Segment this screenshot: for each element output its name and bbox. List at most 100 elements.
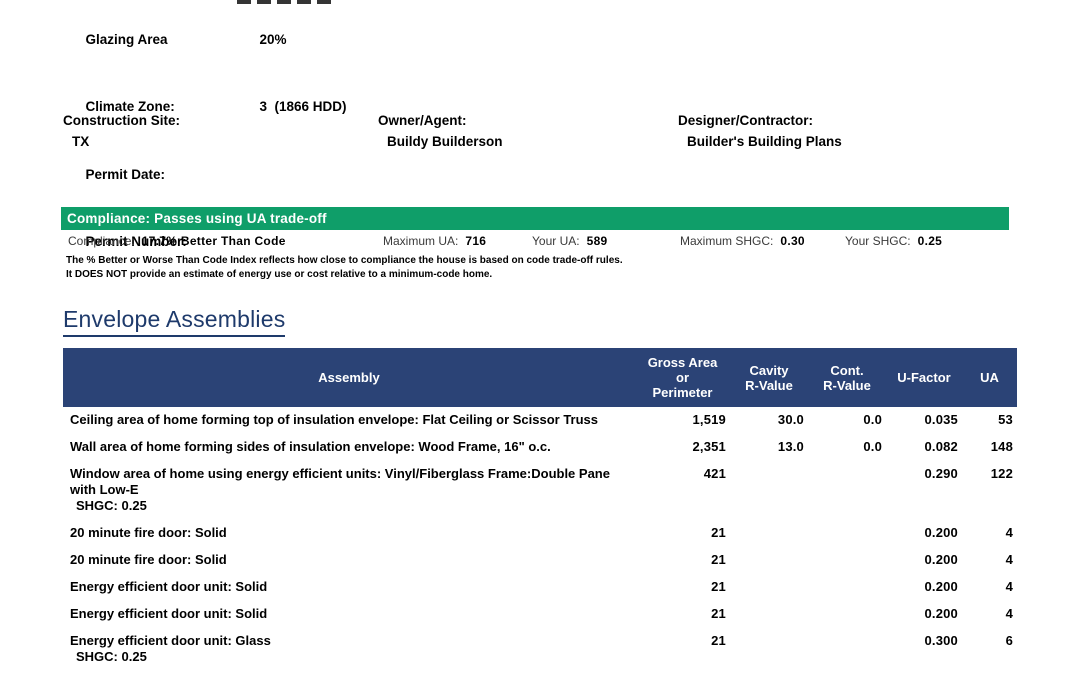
metric-compliance: Compliance: 17.7% Better Than Code bbox=[68, 234, 286, 248]
u-factor-cell: 0.300 bbox=[924, 633, 958, 648]
assembly-text: Energy efficient door unit: Glass bbox=[70, 633, 271, 648]
field-value: 20% bbox=[259, 31, 287, 47]
gross-area-cell: 21 bbox=[711, 633, 726, 648]
assembly-text: Window area of home using energy efficie… bbox=[70, 466, 610, 497]
assembly-text: Wall area of home forming sides of insul… bbox=[70, 439, 551, 454]
gross-area-cell: 421 bbox=[703, 466, 726, 481]
metric-maximum-ua: Maximum UA: 716 bbox=[383, 234, 486, 248]
ua-cell: 4 bbox=[1005, 552, 1013, 567]
compliance-result-banner: Compliance: Passes using UA trade-off bbox=[61, 207, 1009, 230]
metric-value: 0.30 bbox=[780, 234, 805, 248]
metric-label: Your SHGC: bbox=[845, 234, 911, 248]
metric-label: Maximum SHGC: bbox=[680, 234, 774, 248]
table-row: Energy efficient door unit: Glass SHGC: … bbox=[63, 628, 1017, 671]
column-header-u-factor: U-Factor bbox=[897, 370, 951, 385]
cont-rvalue-cell: 0.0 bbox=[863, 412, 882, 427]
column-header-cavity-r: Cavity R-Value bbox=[745, 362, 793, 393]
gross-area-cell: 21 bbox=[711, 579, 726, 594]
u-factor-cell: 0.200 bbox=[924, 525, 958, 540]
party-label: Owner/Agent: bbox=[378, 113, 467, 128]
compliance-note-line2: It DOES NOT provide an estimate of energ… bbox=[66, 269, 493, 280]
ua-cell: 148 bbox=[990, 439, 1013, 454]
table-row: Energy efficient door unit: Solid 21 0.2… bbox=[63, 601, 1017, 628]
table-row: Wall area of home forming sides of insul… bbox=[63, 434, 1017, 461]
field-label: Glazing Area bbox=[85, 31, 168, 47]
compliance-note-line1: The % Better or Worse Than Code Index re… bbox=[66, 255, 623, 266]
metric-value: 589 bbox=[586, 234, 608, 248]
designer-contractor-block: Designer/Contractor: Builder's Building … bbox=[678, 113, 842, 149]
assembly-description-cell: Window area of home using energy efficie… bbox=[63, 466, 635, 514]
field-label: Permit Number: bbox=[85, 234, 187, 249]
u-factor-cell: 0.200 bbox=[924, 579, 958, 594]
field-label: Permit Date: bbox=[85, 166, 166, 182]
ua-cell: 6 bbox=[1005, 633, 1013, 648]
assemblies-table-body: Ceiling area of home forming top of insu… bbox=[63, 407, 1017, 671]
u-factor-cell: 0.082 bbox=[924, 439, 958, 454]
field-climate-zone: Climate Zone: 3 (1866 HDD) bbox=[63, 74, 347, 142]
envelope-assemblies-title: Envelope Assemblies bbox=[63, 306, 286, 337]
assembly-shgc-subtext: SHGC: 0.25 bbox=[76, 498, 147, 513]
ua-cell: 122 bbox=[990, 466, 1013, 481]
party-label: Designer/Contractor: bbox=[678, 113, 814, 128]
u-factor-cell: 0.200 bbox=[924, 606, 958, 621]
assembly-shgc-subtext: SHGC: 0.25 bbox=[76, 649, 147, 664]
metric-value: 17.7% Better Than Code bbox=[141, 234, 286, 248]
column-header-ua: UA bbox=[980, 370, 999, 385]
cavity-rvalue-cell: 13.0 bbox=[777, 439, 804, 454]
assembly-text: 20 minute fire door: Solid bbox=[70, 552, 227, 567]
table-row: 20 minute fire door: Solid 21 0.200 4 bbox=[63, 547, 1017, 574]
assembly-text: Energy efficient door unit: Solid bbox=[70, 606, 268, 621]
ua-cell: 53 bbox=[998, 412, 1013, 427]
cavity-rvalue-cell: 30.0 bbox=[777, 412, 804, 427]
table-row: Energy efficient door unit: Solid 21 0.2… bbox=[63, 574, 1017, 601]
field-permit-number: Permit Number: bbox=[63, 209, 347, 277]
assembly-description-cell: Energy efficient door unit: Glass SHGC: … bbox=[63, 633, 635, 665]
metric-label: Compliance: bbox=[68, 234, 135, 248]
assembly-description-cell: 20 minute fire door: Solid bbox=[63, 552, 635, 568]
u-factor-cell: 0.035 bbox=[924, 412, 958, 427]
assembly-description-cell: Wall area of home forming sides of insul… bbox=[63, 439, 635, 455]
metric-maximum-shgc: Maximum SHGC: 0.30 bbox=[680, 234, 805, 248]
u-factor-cell: 0.200 bbox=[924, 552, 958, 567]
assembly-text: Energy efficient door unit: Solid bbox=[70, 579, 268, 594]
table-row: Window area of home using energy efficie… bbox=[63, 461, 1017, 520]
cont-rvalue-cell: 0.0 bbox=[863, 439, 882, 454]
u-factor-cell: 0.290 bbox=[924, 466, 958, 481]
assembly-description-cell: Ceiling area of home forming top of insu… bbox=[63, 412, 635, 428]
party-value: Buildy Builderson bbox=[387, 134, 503, 149]
assembly-text: 20 minute fire door: Solid bbox=[70, 525, 227, 540]
assembly-description-cell: Energy efficient door unit: Solid bbox=[63, 579, 635, 595]
compliance-metrics-row: Compliance: 17.7% Better Than Code Maximu… bbox=[0, 234, 1080, 251]
field-label: Climate Zone: bbox=[85, 99, 175, 114]
gross-area-cell: 1,519 bbox=[692, 412, 726, 427]
ua-cell: 4 bbox=[1005, 579, 1013, 594]
field-permit-date: Permit Date: bbox=[63, 141, 347, 209]
metric-your-shgc: Your SHGC: 0.25 bbox=[845, 234, 942, 248]
assembly-description-cell: Energy efficient door unit: Solid bbox=[63, 606, 635, 622]
column-header-gross-area: Gross Area or Perimeter bbox=[647, 355, 718, 400]
gross-area-cell: 21 bbox=[711, 552, 726, 567]
party-label: Construction Site: bbox=[63, 113, 180, 128]
metric-value: 0.25 bbox=[917, 234, 943, 248]
assembly-description-cell: 20 minute fire door: Solid bbox=[63, 525, 635, 541]
metric-value: 716 bbox=[465, 234, 487, 248]
field-glazing-area: Glazing Area 20% bbox=[63, 6, 347, 74]
metric-your-ua: Your UA: 589 bbox=[532, 234, 608, 248]
metric-label: Maximum UA: bbox=[383, 234, 459, 248]
column-header-cont-r: Cont. R-Value bbox=[823, 362, 871, 393]
metric-label: Your UA: bbox=[532, 234, 580, 248]
project-info-fields: Glazing Area 20% Climate Zone: 3 (1866 HDD… bbox=[63, 6, 347, 276]
table-row: 20 minute fire door: Solid 21 0.200 4 bbox=[63, 520, 1017, 547]
gross-area-cell: 2,351 bbox=[692, 439, 726, 454]
party-value: Builder's Building Plans bbox=[687, 134, 842, 149]
assemblies-table-header: Assembly Gross Area or Perimeter Cavity … bbox=[63, 348, 1017, 407]
column-header-assembly: Assembly bbox=[318, 370, 380, 385]
field-value: 3 (1866 HDD) bbox=[259, 99, 347, 114]
party-value: TX bbox=[72, 134, 90, 149]
owner-agent-block: Owner/Agent: Buildy Builderson bbox=[378, 113, 503, 149]
gross-area-cell: 21 bbox=[711, 525, 726, 540]
ua-cell: 4 bbox=[1005, 606, 1013, 621]
gross-area-cell: 21 bbox=[711, 606, 726, 621]
clipped-text-remnant bbox=[237, 0, 337, 4]
